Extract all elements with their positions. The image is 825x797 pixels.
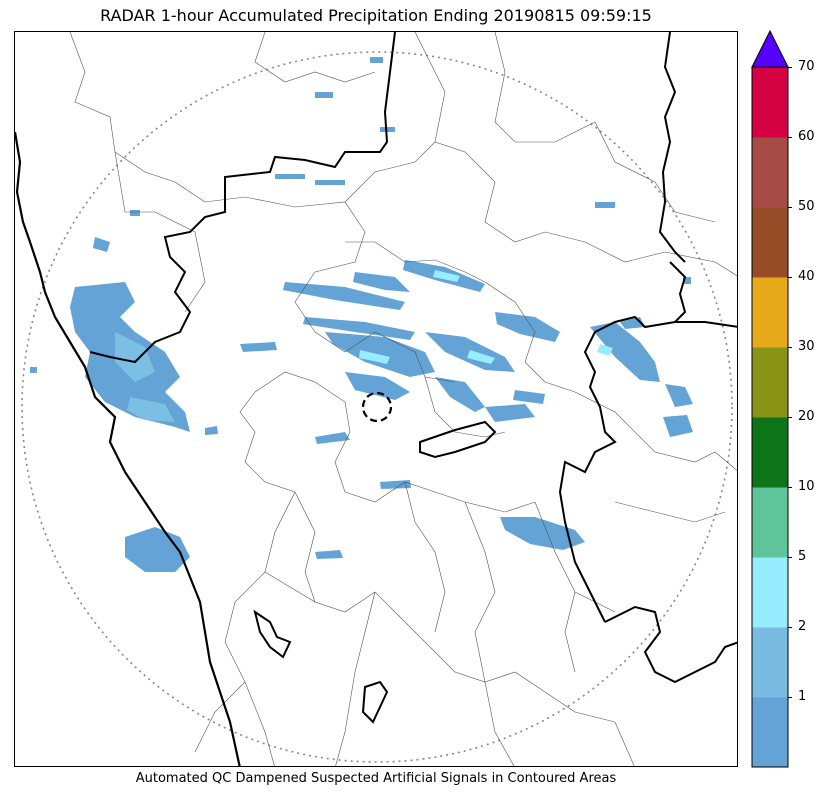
precip-cell — [315, 432, 350, 444]
colorbar-tick — [788, 417, 792, 418]
colorbar-tick — [788, 137, 792, 138]
radar-map — [14, 31, 738, 767]
precip-cell — [130, 210, 140, 216]
precip-cell — [275, 174, 305, 179]
colorbar-tick — [788, 697, 792, 698]
colorbar-segment — [752, 67, 788, 138]
colorbar-tick-label: 70 — [798, 59, 815, 74]
precip-cell — [325, 332, 435, 377]
precip-cell — [345, 372, 410, 400]
qc-contour — [361, 391, 393, 423]
precipitation-colorbar — [751, 30, 789, 768]
precip-cell — [125, 527, 190, 572]
colorbar-segment — [752, 277, 788, 348]
precip-cell — [597, 344, 613, 356]
colorbar-tick-label: 30 — [798, 339, 815, 354]
precip-cell — [315, 180, 345, 185]
colorbar-segment — [752, 137, 788, 208]
colorbar-tick-label: 50 — [798, 199, 815, 214]
precip-cell — [495, 312, 560, 342]
colorbar-segment — [752, 697, 788, 768]
coastline — [15, 131, 241, 766]
precip-cell — [433, 270, 460, 282]
precip-cell — [663, 415, 693, 437]
precip-cell — [595, 202, 615, 208]
colorbar-segment — [752, 487, 788, 558]
colorbar-tick-label: 5 — [798, 549, 807, 564]
precip-cell — [127, 397, 175, 422]
precip-cell — [370, 57, 383, 63]
precip-cell — [30, 367, 37, 373]
colorbar-segment — [752, 557, 788, 628]
radar-range-ring — [21, 51, 733, 763]
colorbar-segment — [752, 207, 788, 278]
radar-map-svg — [15, 32, 737, 766]
colorbar-tick-label: 20 — [798, 409, 815, 424]
colorbar-tick — [788, 557, 792, 558]
precip-cell — [435, 377, 485, 412]
precipitation-echoes — [30, 57, 693, 572]
precip-cell — [513, 390, 545, 404]
colorbar-tick-label: 60 — [798, 129, 815, 144]
colorbar-tick-label: 40 — [798, 269, 815, 284]
state-borders — [89, 32, 737, 724]
precip-cell — [500, 517, 585, 550]
precip-cell — [115, 332, 155, 382]
colorbar-tick-label: 1 — [798, 689, 807, 704]
colorbar-segment — [752, 627, 788, 698]
colorbar-tick — [788, 67, 792, 68]
colorbar-tick-label: 2 — [798, 619, 807, 634]
colorbar-tick — [788, 277, 792, 278]
colorbar-tick — [788, 487, 792, 488]
precip-cell — [240, 342, 277, 352]
colorbar-extend-triangle — [751, 30, 789, 68]
precip-cell — [315, 92, 333, 98]
colorbar-tick-label: 10 — [798, 479, 815, 494]
colorbar-tick — [788, 627, 792, 628]
precip-cell — [93, 237, 110, 252]
qc-caption: Automated QC Dampened Suspected Artifici… — [135, 771, 617, 786]
colorbar-tick — [788, 207, 792, 208]
precip-cell — [380, 480, 411, 489]
precip-cell — [353, 272, 410, 292]
precip-cell — [467, 350, 495, 364]
precip-cell — [665, 384, 693, 407]
precip-cell — [315, 550, 343, 559]
colorbar-tick — [788, 347, 792, 348]
precip-cell — [380, 127, 395, 132]
district-borders — [69, 32, 737, 766]
precip-cell — [590, 322, 660, 382]
map-title: RADAR 1-hour Accumulated Precipitation E… — [100, 6, 652, 25]
precip-cell — [205, 426, 218, 435]
colorbar-segment — [752, 417, 788, 488]
precip-cell — [303, 317, 415, 340]
precip-cell — [283, 282, 405, 310]
precip-cell — [359, 350, 390, 364]
colorbar-segment — [752, 347, 788, 418]
precip-cell — [485, 404, 535, 422]
